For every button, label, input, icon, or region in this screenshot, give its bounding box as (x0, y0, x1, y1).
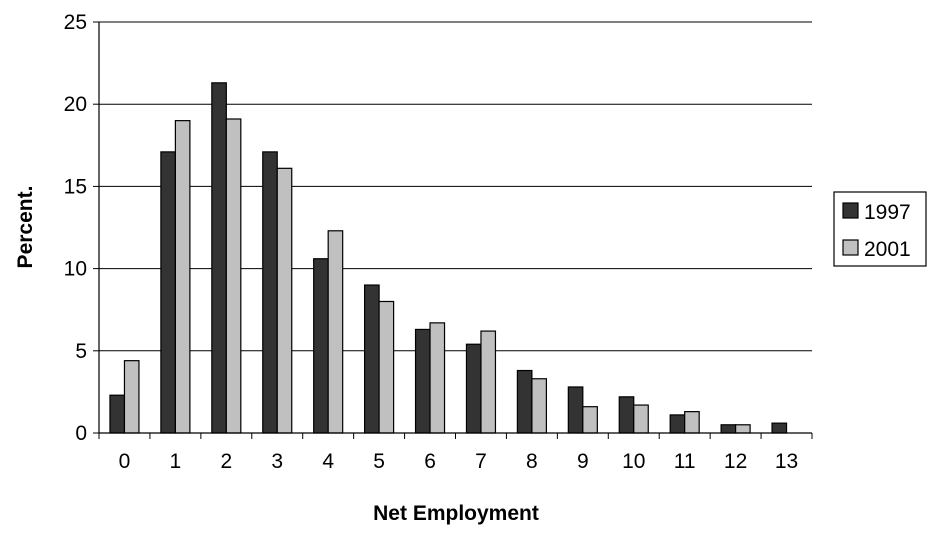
x-tick-label: 0 (119, 450, 131, 473)
bar-2001-8 (531, 378, 547, 434)
bar-1997-11 (669, 414, 686, 434)
bar-1997-2 (211, 82, 227, 434)
y-tick-labels: 0 5 10 15 20 25 (64, 11, 87, 445)
gridlines (99, 21, 812, 352)
bar-1997-4 (313, 258, 329, 434)
bar-2001-1 (174, 120, 191, 434)
bar-2001-4 (327, 230, 344, 434)
x-tick-label: 1 (170, 450, 182, 473)
y-axis-title: Percent. (14, 186, 37, 269)
x-tick-label: 6 (424, 450, 436, 473)
bar-1997-0 (109, 394, 126, 434)
y-tick-label: 15 (64, 175, 87, 198)
x-tick-label: 9 (577, 450, 589, 473)
bar-1997-13 (771, 422, 788, 434)
bar-1997-8 (516, 369, 533, 434)
axes (93, 21, 813, 439)
bar-2001-6 (429, 322, 446, 434)
legend-swatch-2001 (842, 239, 859, 256)
bar-2001-3 (276, 167, 293, 434)
x-tick-label: 11 (674, 450, 696, 473)
x-tick-labels: 0 1 2 3 4 5 6 7 8 9 10 11 12 13 (119, 450, 799, 473)
bar-2001-0 (123, 360, 140, 434)
y-tick-label: 5 (75, 340, 87, 363)
bar-2001-2 (225, 118, 242, 434)
x-tick-label: 2 (220, 450, 232, 473)
legend-label-1997: 1997 (864, 201, 911, 224)
legend-label-2001: 2001 (864, 238, 911, 261)
legend: 1997 2001 (833, 191, 927, 267)
bar-1997-12 (720, 424, 737, 434)
bars (109, 82, 788, 434)
x-tick-label: 3 (271, 450, 283, 473)
x-tick-label: 5 (373, 450, 385, 473)
bar-1997-5 (364, 284, 380, 434)
bar-2001-5 (378, 300, 395, 434)
x-tick-label: 13 (775, 450, 798, 473)
legend-swatch-1997 (842, 202, 859, 219)
bar-1997-3 (262, 151, 278, 434)
bar-2001-11 (684, 411, 700, 434)
y-tick-label: 20 (64, 93, 87, 116)
bar-1997-9 (567, 386, 584, 434)
bar-2001-10 (633, 404, 649, 434)
x-tick-label: 12 (724, 450, 747, 473)
bar-1997-1 (160, 151, 176, 434)
bar-2001-7 (480, 330, 497, 434)
y-tick-label: 25 (64, 11, 87, 34)
x-axis-title: Net Employment (373, 502, 539, 525)
x-tick-label: 7 (475, 450, 487, 473)
x-tick-label: 8 (526, 450, 538, 473)
bar-1997-10 (618, 396, 635, 434)
bar-1997-7 (465, 343, 482, 434)
y-tick-label: 0 (75, 422, 87, 445)
x-tick-label: 4 (322, 450, 334, 473)
y-tick-label: 10 (64, 258, 87, 281)
x-tick-label: 10 (622, 450, 645, 473)
bar-2001-9 (582, 406, 598, 434)
bar-2001-12 (735, 424, 751, 434)
bar-1997-6 (414, 328, 431, 434)
